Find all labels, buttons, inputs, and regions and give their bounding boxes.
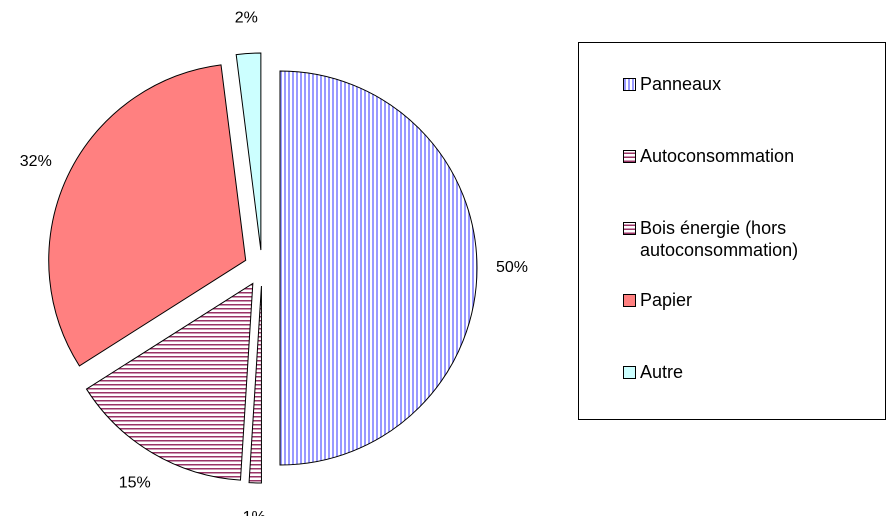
pie-slice [248,285,262,484]
pie-slice [235,52,262,251]
legend-item: Bois énergie (hors autoconsommation) [623,217,885,289]
legend-swatch [623,78,636,91]
legend-label: Papier [640,290,693,310]
pie-slice [279,70,478,466]
legend-swatch [623,366,636,379]
legend-swatch [623,150,636,163]
legend-item: Panneaux [623,73,885,145]
legend-label: Autoconsommation [640,146,795,166]
legend-swatch [623,222,636,235]
legend-item: Papier [623,289,885,361]
data-label: 2% [235,10,258,27]
data-label: 32% [20,153,52,170]
pie-slice [48,64,247,367]
data-label: 15% [119,474,151,491]
legend: Panneaux Autoconsommation Bois énergie (ho… [578,42,886,420]
data-label: 1% [243,509,266,516]
legend-label: Panneaux [640,74,722,94]
pie-area: 50% 1% 15% 32% 2% [20,10,528,516]
data-label: 50% [496,259,528,276]
legend-label: Autre [640,362,684,382]
legend-swatch [623,294,636,307]
pie-slice [85,282,254,481]
legend-item: Autre [623,361,885,433]
legend-label: Bois énergie (hors autoconsommation) [640,218,799,260]
legend-item: Autoconsommation [623,145,885,217]
